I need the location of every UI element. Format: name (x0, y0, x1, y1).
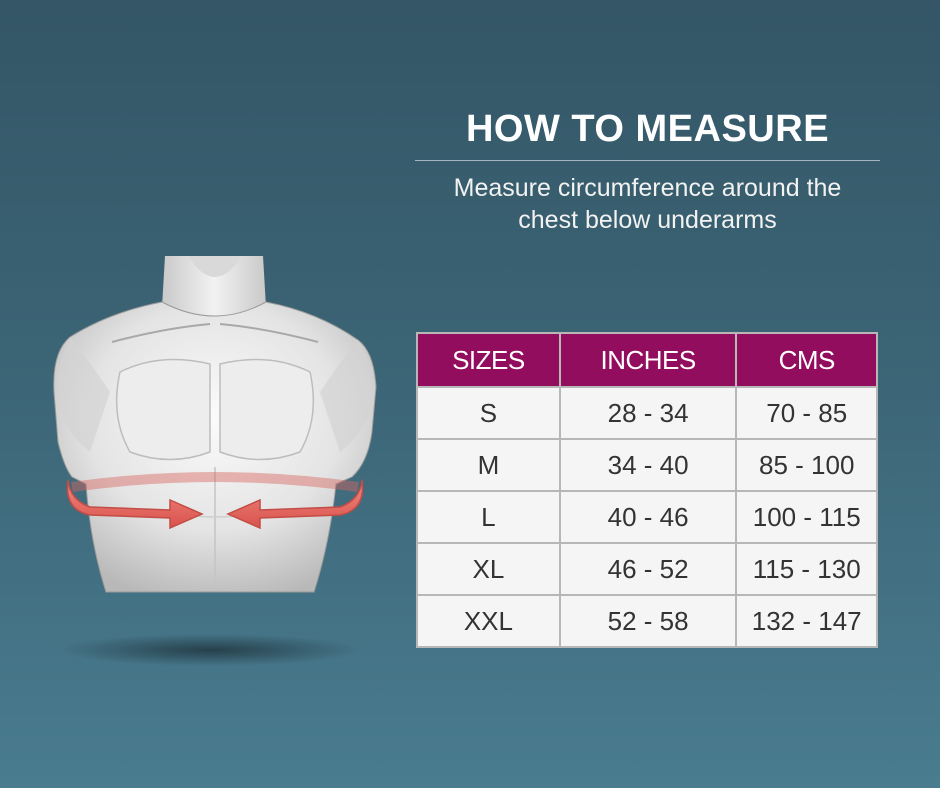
cms-cell: 115 - 130 (735, 542, 878, 596)
inches-cell: 52 - 58 (558, 594, 738, 648)
table-row: XL 46 - 52 115 - 130 (416, 542, 878, 596)
chest-right (219, 358, 315, 461)
instruction-line-2: chest below underarms (518, 206, 777, 234)
floor-shadow (60, 634, 360, 666)
torso-illustration (53, 256, 377, 666)
cms-cell: 132 - 147 (735, 594, 878, 648)
cms-cell: 70 - 85 (735, 386, 878, 440)
inches-cell: 46 - 52 (558, 542, 738, 596)
measure-arrow-right (226, 479, 364, 530)
chin (188, 256, 242, 277)
table-row: L 40 - 46 100 - 115 (416, 490, 878, 544)
collarbone-right (219, 323, 319, 343)
shoulder-left (57, 337, 110, 452)
inches-cell: 34 - 40 (558, 438, 738, 492)
column-header-sizes: SIZES (416, 332, 561, 388)
cms-cell: 100 - 115 (735, 490, 878, 544)
chest-left (115, 358, 211, 461)
column-header-inches: INCHES (558, 332, 738, 388)
size-cell: L (416, 490, 561, 544)
shoulder-right (320, 340, 373, 452)
measure-instruction: Measure circumference around the chest b… (415, 172, 880, 236)
table-row: S 28 - 34 70 - 85 (416, 386, 878, 440)
cms-cell: 85 - 100 (735, 438, 878, 492)
table-row: M 34 - 40 85 - 100 (416, 438, 878, 492)
size-cell: XL (416, 542, 561, 596)
size-chart-table: SIZES INCHES CMS S 28 - 34 70 - 85 M 34 … (416, 332, 878, 648)
measure-arrow-left (66, 479, 204, 530)
size-cell: XXL (416, 594, 561, 648)
collarbone-left (111, 323, 211, 343)
column-header-cms: CMS (735, 332, 878, 388)
instruction-line-1: Measure circumference around the (453, 174, 842, 202)
inches-cell: 40 - 46 (558, 490, 738, 544)
table-header-row: SIZES INCHES CMS (416, 332, 878, 388)
neck (162, 256, 266, 319)
size-cell: S (416, 386, 561, 440)
table-row: XXL 52 - 58 132 - 147 (416, 594, 878, 648)
page-title: HOW TO MEASURE (465, 108, 830, 150)
title-divider (415, 160, 880, 161)
size-cell: M (416, 438, 561, 492)
inches-cell: 28 - 34 (558, 386, 738, 440)
measure-band-back (71, 472, 359, 492)
